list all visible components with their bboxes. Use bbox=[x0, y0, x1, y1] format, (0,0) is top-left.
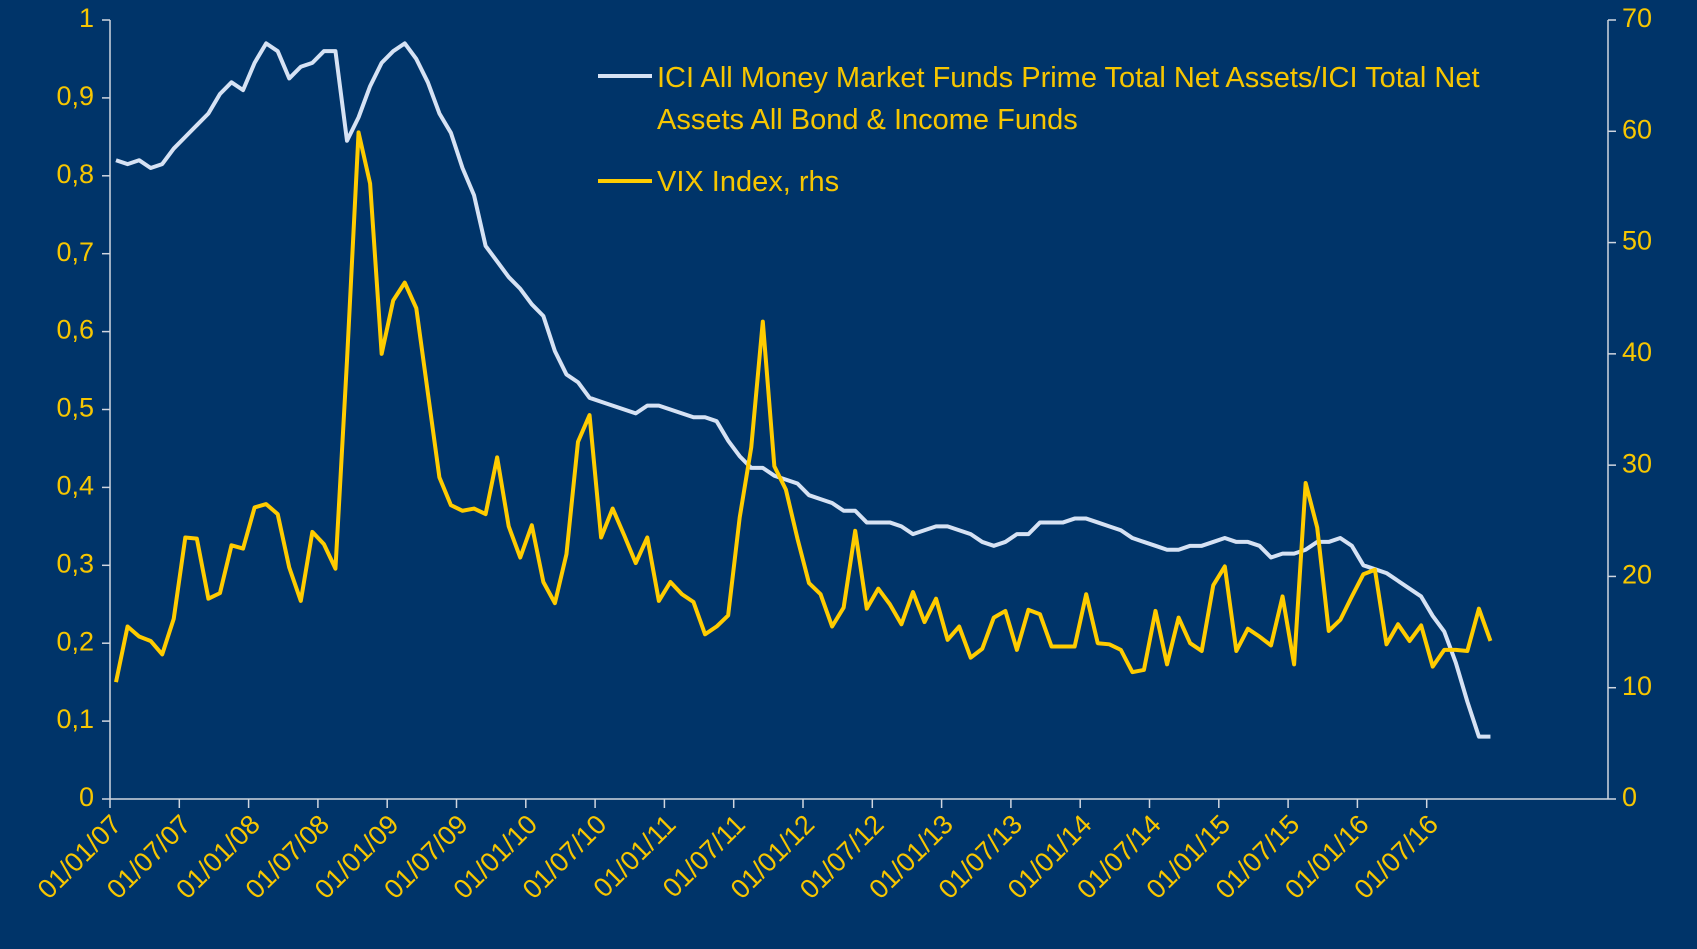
y-tick-label: 0,7 bbox=[56, 237, 94, 267]
y-tick-label: 0,8 bbox=[56, 159, 94, 189]
y-tick-label: 0,4 bbox=[56, 471, 94, 501]
legend-label: VIX Index, rhs bbox=[657, 166, 840, 198]
y-tick-label: 0,1 bbox=[56, 704, 94, 734]
y-tick-label: 0,5 bbox=[56, 393, 94, 423]
y2-tick-label: 60 bbox=[1622, 114, 1652, 144]
y-tick-label: 0,3 bbox=[56, 548, 94, 578]
y-tick-label: 0 bbox=[79, 782, 94, 812]
y2-tick-label: 20 bbox=[1622, 560, 1652, 590]
y-tick-label: 1 bbox=[79, 3, 94, 33]
y-tick-label: 0,6 bbox=[56, 315, 94, 345]
y2-tick-label: 10 bbox=[1622, 671, 1652, 701]
y2-tick-label: 70 bbox=[1622, 3, 1652, 33]
series-line bbox=[114, 130, 1493, 683]
series-line bbox=[115, 41, 1491, 739]
y-tick-label: 0,2 bbox=[56, 626, 94, 656]
y2-tick-label: 30 bbox=[1622, 448, 1652, 478]
y-tick-label: 0,9 bbox=[56, 81, 94, 111]
legend-label: ICI All Money Market Funds Prime Total N… bbox=[657, 62, 1480, 136]
y2-tick-label: 0 bbox=[1622, 782, 1637, 812]
y2-tick-label: 50 bbox=[1622, 226, 1652, 256]
y2-tick-label: 40 bbox=[1622, 337, 1652, 367]
